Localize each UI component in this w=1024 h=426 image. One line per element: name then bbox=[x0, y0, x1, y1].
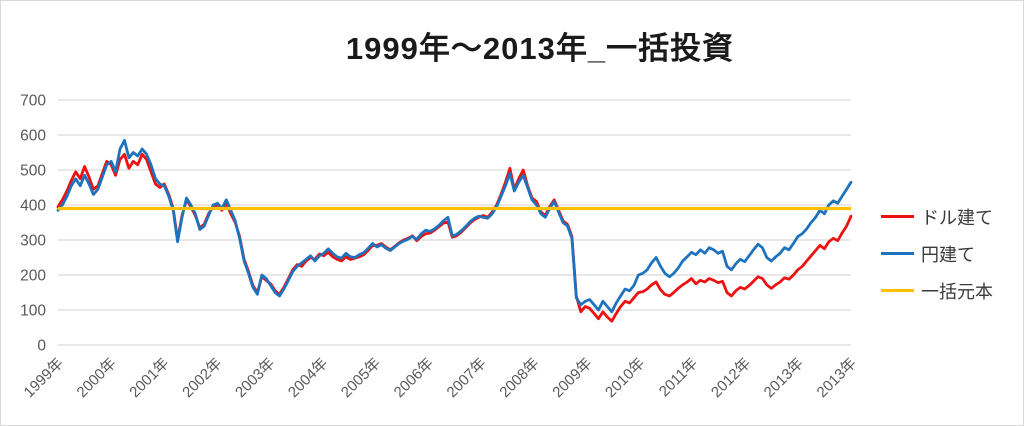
x-tick-label: 2012年 bbox=[708, 355, 754, 401]
x-tick-label: 1999年 bbox=[21, 355, 67, 401]
legend-label-dollar: ドル建て bbox=[921, 207, 993, 228]
y-tick-label: 0 bbox=[37, 338, 46, 355]
x-tick-label: 2005年 bbox=[338, 355, 384, 401]
x-tick-label: 2004年 bbox=[285, 355, 331, 401]
x-tick-label: 2009年 bbox=[549, 355, 595, 401]
x-tick-label: 2011年 bbox=[656, 355, 701, 400]
x-tick-label: 2003年 bbox=[232, 355, 278, 401]
legend-item-principal: 一括元本 bbox=[881, 272, 1021, 309]
legend-swatch-yen-line bbox=[881, 252, 914, 255]
x-tick-label: 2000年 bbox=[74, 355, 120, 401]
y-tick-label: 100 bbox=[20, 303, 46, 320]
legend-swatch-principal-line bbox=[881, 289, 914, 292]
x-tick-label: 2006年 bbox=[391, 355, 437, 401]
y-tick-label: 400 bbox=[20, 198, 46, 215]
legend-label-principal: 一括元本 bbox=[921, 281, 993, 302]
chart-title: 1999年～2013年_一括投資 bbox=[345, 31, 735, 66]
legend-item-dollar: ドル建て bbox=[881, 198, 1021, 235]
y-tick-label: 200 bbox=[20, 268, 46, 285]
x-tick-label: 2007年 bbox=[444, 355, 490, 401]
x-tick-label: 2013年 bbox=[814, 355, 860, 401]
legend: ドル建て 円建て 一括元本 bbox=[881, 198, 1021, 309]
x-tick-label: 2010年 bbox=[602, 355, 648, 401]
x-tick-label: 2001年 bbox=[126, 355, 172, 401]
y-tick-label: 600 bbox=[20, 128, 46, 145]
y-tick-label: 500 bbox=[20, 163, 46, 180]
legend-swatch-dollar-line bbox=[881, 215, 914, 218]
y-tick-label: 300 bbox=[20, 233, 46, 250]
x-tick-label: 2002年 bbox=[179, 355, 225, 401]
x-tick-label: 2013年 bbox=[761, 355, 807, 401]
x-tick-label: 2008年 bbox=[496, 355, 542, 401]
legend-item-yen: 円建て bbox=[881, 235, 1021, 272]
series-line-1 bbox=[56, 138, 853, 314]
y-tick-label: 700 bbox=[20, 93, 46, 110]
legend-label-yen: 円建て bbox=[921, 244, 975, 265]
